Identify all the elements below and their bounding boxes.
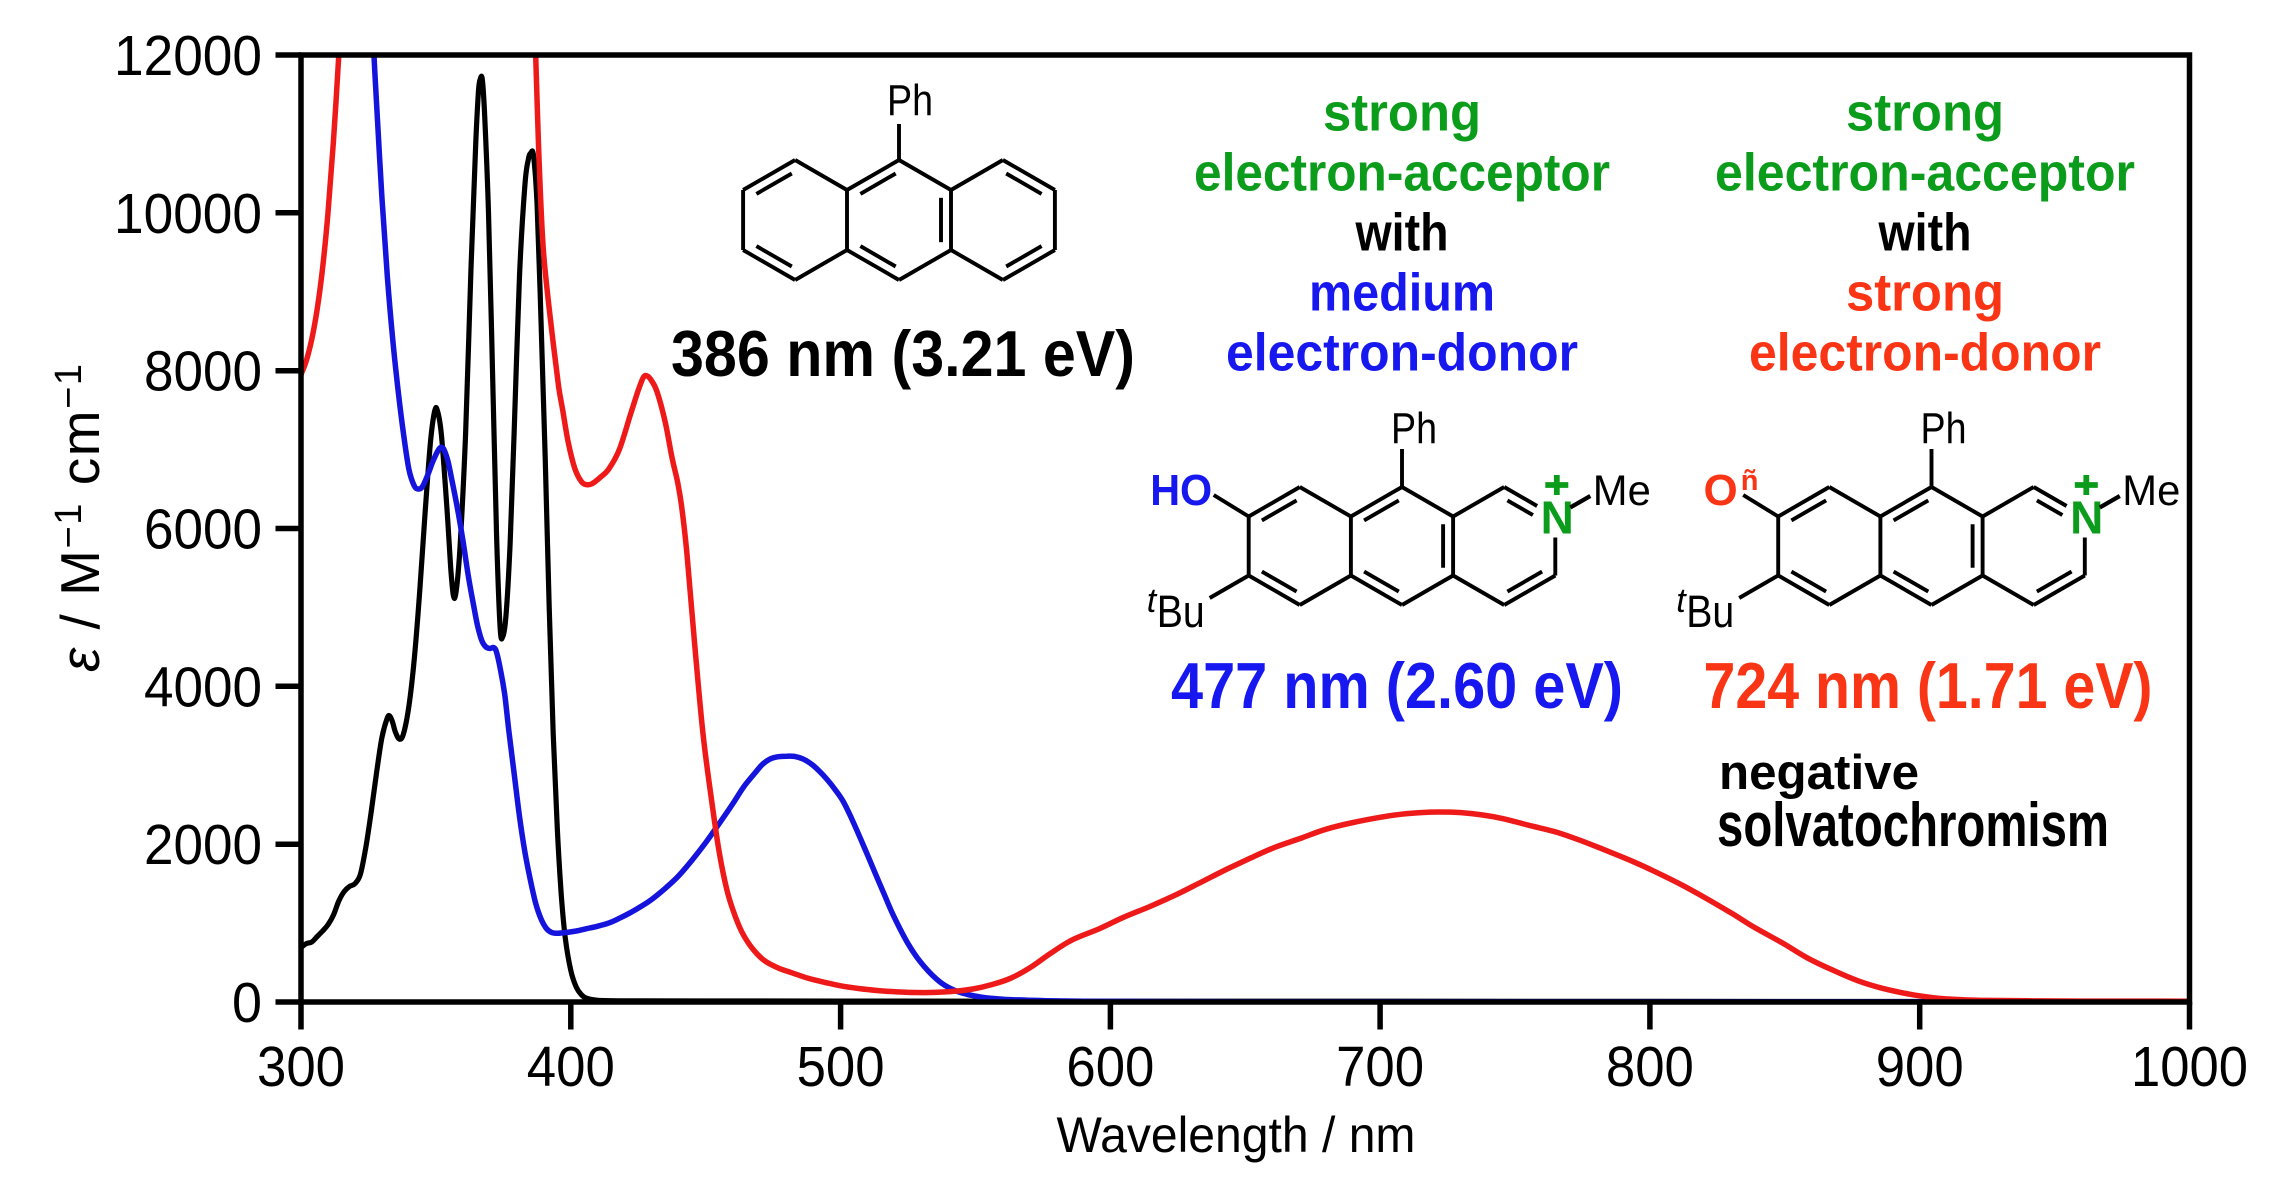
- svg-text:strong: strong: [1846, 84, 2004, 143]
- svg-text:Me: Me: [1593, 467, 1651, 515]
- svg-text:t: t: [1676, 582, 1687, 620]
- svg-text:with: with: [1355, 204, 1449, 263]
- svg-text:8000: 8000: [144, 340, 262, 404]
- svg-text:400: 400: [527, 1035, 615, 1099]
- svg-text:electron-acceptor: electron-acceptor: [1715, 144, 2135, 203]
- svg-text:477 nm (2.60 eV): 477 nm (2.60 eV): [1171, 649, 1623, 722]
- svg-text:4000: 4000: [144, 655, 262, 719]
- svg-text:1000: 1000: [2131, 1035, 2248, 1099]
- svg-text:N: N: [1541, 492, 1574, 544]
- svg-text:500: 500: [797, 1035, 885, 1099]
- svg-text:N: N: [2070, 492, 2103, 544]
- svg-text:ñ: ñ: [1741, 465, 1759, 497]
- svg-text:negative: negative: [1719, 746, 1919, 800]
- svg-text:Bu: Bu: [1157, 586, 1205, 637]
- svg-text:electron-donor: electron-donor: [1226, 324, 1578, 383]
- svg-text:724 nm (1.71 eV): 724 nm (1.71 eV): [1704, 649, 2153, 722]
- svg-text:2000: 2000: [144, 813, 262, 877]
- svg-text:Ph: Ph: [1921, 404, 1967, 453]
- svg-text:strong: strong: [1846, 264, 2004, 323]
- svg-text:700: 700: [1336, 1035, 1424, 1099]
- svg-text:386 nm (3.21 eV): 386 nm (3.21 eV): [671, 317, 1135, 390]
- svg-text:HO: HO: [1150, 466, 1212, 515]
- svg-text:600: 600: [1066, 1035, 1154, 1099]
- svg-text:900: 900: [1876, 1035, 1964, 1099]
- svg-text:12000: 12000: [114, 24, 262, 88]
- svg-text:300: 300: [257, 1035, 345, 1099]
- svg-text:0: 0: [232, 971, 262, 1035]
- svg-text:solvatochromism: solvatochromism: [1717, 791, 2109, 860]
- svg-text:Me: Me: [2122, 467, 2180, 515]
- svg-text:Ph: Ph: [887, 76, 933, 125]
- svg-text:ε / M−1 cm−1: ε / M−1 cm−1: [48, 364, 111, 672]
- svg-text:800: 800: [1606, 1035, 1694, 1099]
- svg-text:electron-acceptor: electron-acceptor: [1194, 144, 1610, 203]
- svg-text:strong: strong: [1323, 84, 1481, 143]
- svg-text:Wavelength / nm: Wavelength / nm: [1057, 1107, 1416, 1163]
- svg-text:medium: medium: [1309, 264, 1495, 323]
- svg-text:10000: 10000: [114, 182, 262, 246]
- svg-text:electron-donor: electron-donor: [1749, 324, 2101, 383]
- svg-text:O: O: [1703, 466, 1737, 515]
- svg-text:Ph: Ph: [1391, 404, 1437, 453]
- svg-text:Bu: Bu: [1686, 586, 1734, 637]
- svg-text:with: with: [1878, 204, 1972, 263]
- svg-text:6000: 6000: [144, 498, 262, 562]
- svg-text:t: t: [1147, 582, 1158, 620]
